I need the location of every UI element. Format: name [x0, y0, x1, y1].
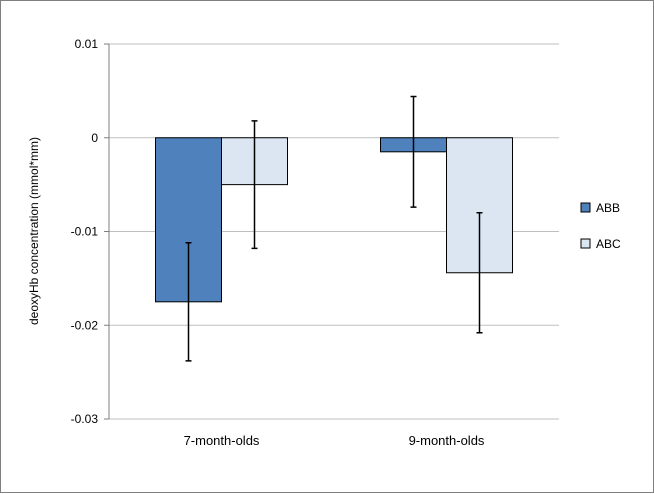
legend-swatch-abc: [580, 238, 591, 249]
y-tick-label: 0.01: [75, 37, 99, 51]
legend-swatch-abb: [580, 202, 591, 213]
x-category-label: 7-month-olds: [184, 433, 260, 448]
y-tick-label: -0.01: [71, 225, 99, 239]
y-axis-label: deoxyHb concentration (mmol*mm): [27, 137, 41, 325]
bars: [155, 137, 513, 303]
x-category-label: 9-month-olds: [409, 433, 485, 448]
y-tick-label: 0: [91, 131, 98, 145]
legend-label-abb: ABB: [596, 201, 620, 215]
error-bars: [185, 95, 483, 362]
x-category-labels: 7-month-olds 9-month-olds: [184, 433, 485, 448]
y-tick-label: -0.03: [71, 412, 99, 426]
legend: ABB ABC: [580, 201, 621, 251]
y-tick-labels: 0.01 0 -0.01 -0.02 -0.03: [71, 37, 99, 426]
y-tick-label: -0.02: [71, 318, 99, 332]
legend-label-abc: ABC: [596, 237, 621, 251]
